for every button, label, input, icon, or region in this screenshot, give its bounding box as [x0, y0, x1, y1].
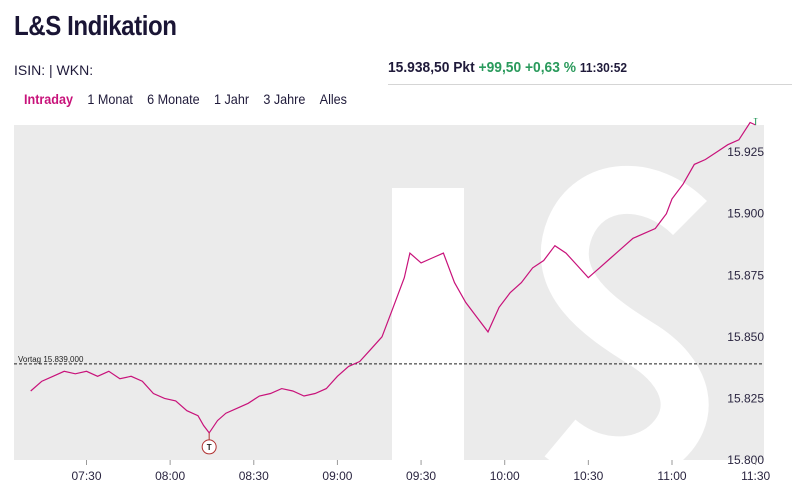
- isin-wkn-label: ISIN: | WKN:: [14, 62, 94, 78]
- watermark-l-stem: [392, 188, 464, 460]
- price-line: [30, 121, 756, 434]
- x-tick-label: 10:00: [490, 469, 520, 483]
- tab-1-monat[interactable]: 1 Monat: [87, 91, 133, 107]
- tab-intraday[interactable]: Intraday: [24, 91, 74, 107]
- x-tick-label: 10:30: [573, 469, 603, 483]
- reference-line-label: Vortag 15.839,000: [18, 355, 84, 364]
- x-tick-label: 11:00: [657, 469, 686, 483]
- x-tick-label: 09:00: [322, 469, 352, 483]
- page-title: L&S Indikation: [14, 10, 177, 41]
- quote-change-abs: +99,50: [478, 59, 522, 76]
- y-tick-label: 15.800: [727, 453, 764, 467]
- y-tick-label: 15.850: [727, 330, 764, 344]
- y-tick-label: 15.825: [727, 391, 764, 405]
- x-tick-label: 08:00: [155, 469, 185, 483]
- tab-6-monate[interactable]: 6 Monate: [147, 91, 200, 107]
- quote-price: 15.938,50 Pkt: [388, 59, 475, 76]
- intraday-chart[interactable]: 15.925 15.900 15.875 15.850 15.825 15.800 07:3…: [0, 118, 792, 503]
- x-tick-label: 09:30: [406, 469, 436, 483]
- y-tick-label: 15.925: [727, 145, 764, 159]
- low-marker: [201, 439, 217, 455]
- x-tick-label: 07:30: [71, 469, 101, 483]
- x-tick-label: 08:30: [239, 469, 269, 483]
- tab-alles[interactable]: Alles: [319, 91, 347, 107]
- quote-time: 11:30:52: [579, 60, 628, 75]
- range-tabs: Intraday 1 Monat 6 Monate 1 Jahr 3 Jahre…: [24, 91, 358, 107]
- tab-3-jahre[interactable]: 3 Jahre: [263, 91, 306, 107]
- quote-divider: [388, 84, 792, 85]
- marker-label: T: [207, 443, 212, 452]
- watermark-s: [540, 165, 709, 485]
- y-tick-label: 15.875: [727, 268, 764, 282]
- quote-change-pct: +0,63 %: [524, 59, 577, 76]
- y-tick-label: 15.900: [727, 207, 764, 221]
- tab-1-jahr[interactable]: 1 Jahr: [213, 91, 250, 107]
- quote-line: 15.938,50 Pkt +99,50 +0,63 % 11:30:52: [388, 59, 627, 76]
- x-tick-label: 11:30: [741, 469, 770, 483]
